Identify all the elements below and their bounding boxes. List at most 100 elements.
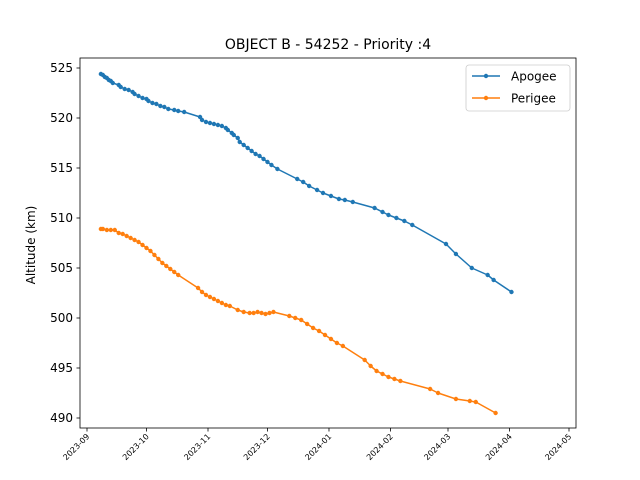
data-point-perigee-61 — [493, 410, 498, 416]
data-point-perigee-19 — [172, 269, 177, 275]
data-point-apogee-67 — [509, 289, 514, 295]
y-tick-label: 525 — [50, 61, 73, 75]
data-point-perigee-16 — [160, 260, 165, 266]
data-point-perigee-13 — [148, 248, 153, 254]
legend-swatch-marker — [483, 73, 489, 79]
data-point-perigee-9 — [132, 237, 137, 243]
data-point-apogee-54 — [342, 197, 348, 203]
data-point-perigee-1 — [100, 226, 106, 232]
legend-label: Perigee — [511, 92, 556, 106]
data-point-apogee-42 — [257, 153, 262, 159]
data-point-perigee-3 — [108, 227, 114, 233]
data-point-apogee-36 — [235, 135, 240, 141]
data-point-apogee-20 — [162, 104, 167, 110]
data-point-apogee-6 — [110, 80, 115, 86]
data-point-apogee-22 — [172, 107, 177, 113]
legend-label: Apogee — [511, 70, 557, 84]
data-point-perigee-26 — [215, 298, 221, 304]
data-point-apogee-62 — [443, 241, 449, 247]
data-point-perigee-11 — [140, 242, 145, 248]
data-point-perigee-59 — [467, 398, 473, 404]
data-point-apogee-43 — [261, 156, 266, 162]
data-point-perigee-32 — [247, 310, 252, 316]
data-point-apogee-45 — [269, 162, 274, 168]
data-point-perigee-15 — [156, 256, 161, 262]
data-point-perigee-17 — [164, 263, 169, 269]
data-point-perigee-50 — [368, 363, 373, 369]
data-point-apogee-19 — [158, 103, 163, 109]
data-point-perigee-28 — [223, 302, 229, 308]
data-point-apogee-31 — [219, 123, 225, 129]
y-tick-label: 515 — [50, 161, 73, 175]
data-point-perigee-35 — [259, 310, 264, 316]
data-point-apogee-39 — [245, 145, 250, 151]
data-point-apogee-37 — [237, 139, 242, 145]
data-point-apogee-18 — [154, 101, 159, 107]
data-point-perigee-10 — [136, 239, 141, 245]
data-point-apogee-35 — [231, 132, 236, 138]
data-point-perigee-4 — [112, 227, 117, 233]
data-point-perigee-58 — [453, 396, 459, 402]
data-point-apogee-55 — [350, 199, 355, 205]
data-point-apogee-57 — [380, 209, 385, 215]
data-point-apogee-17 — [150, 100, 155, 106]
data-point-apogee-26 — [199, 117, 205, 123]
data-point-apogee-64 — [469, 265, 475, 271]
data-point-apogee-44 — [265, 159, 270, 165]
y-tick-label: 495 — [50, 361, 73, 375]
data-point-apogee-40 — [249, 148, 254, 154]
y-tick-label: 510 — [50, 211, 73, 225]
data-point-perigee-14 — [152, 252, 157, 258]
data-point-perigee-57 — [435, 390, 441, 396]
data-point-apogee-41 — [253, 151, 258, 157]
data-point-perigee-49 — [362, 357, 367, 363]
data-point-apogee-58 — [386, 212, 391, 218]
data-point-perigee-31 — [241, 309, 246, 315]
data-point-apogee-66 — [491, 277, 496, 283]
data-point-apogee-14 — [140, 95, 145, 101]
data-point-perigee-27 — [219, 300, 225, 306]
data-point-perigee-41 — [299, 317, 304, 323]
y-tick-label: 520 — [50, 111, 73, 125]
data-point-perigee-51 — [374, 368, 379, 374]
data-point-apogee-50 — [314, 187, 320, 193]
data-point-perigee-40 — [293, 315, 298, 321]
data-point-perigee-47 — [334, 340, 340, 346]
data-point-apogee-28 — [207, 120, 213, 126]
data-point-perigee-21 — [195, 285, 201, 291]
data-point-perigee-38 — [271, 309, 276, 315]
data-point-perigee-45 — [322, 332, 328, 338]
data-point-apogee-21 — [166, 106, 171, 112]
data-point-apogee-61 — [410, 222, 415, 228]
data-point-perigee-53 — [386, 374, 391, 380]
data-point-perigee-56 — [427, 386, 433, 392]
data-point-perigee-20 — [176, 272, 181, 278]
data-point-apogee-65 — [485, 272, 490, 278]
data-point-perigee-54 — [392, 376, 397, 382]
data-point-apogee-52 — [328, 193, 334, 199]
data-point-apogee-56 — [372, 205, 377, 211]
data-point-perigee-42 — [304, 321, 310, 327]
data-point-perigee-5 — [116, 230, 121, 236]
data-point-perigee-34 — [255, 309, 260, 315]
data-point-apogee-63 — [453, 251, 459, 257]
y-tick-label: 490 — [50, 411, 73, 425]
data-point-perigee-18 — [168, 266, 173, 272]
legend-item-perigee: Perigee — [472, 92, 556, 106]
chart-title: OBJECT B - 54252 - Priority :4 — [225, 37, 431, 53]
legend-swatch-marker — [483, 95, 489, 101]
data-point-perigee-43 — [310, 325, 316, 331]
data-point-apogee-16 — [146, 98, 151, 104]
data-point-perigee-7 — [124, 233, 129, 239]
data-point-perigee-37 — [267, 310, 272, 316]
data-point-apogee-8 — [118, 84, 123, 90]
data-point-apogee-10 — [126, 87, 131, 93]
data-point-apogee-24 — [181, 109, 187, 115]
data-point-apogee-12 — [132, 91, 137, 97]
data-point-apogee-30 — [215, 122, 221, 128]
data-point-perigee-52 — [380, 371, 385, 377]
legend-item-apogee: Apogee — [472, 70, 557, 84]
data-point-perigee-29 — [227, 303, 233, 309]
data-point-perigee-36 — [263, 311, 268, 317]
